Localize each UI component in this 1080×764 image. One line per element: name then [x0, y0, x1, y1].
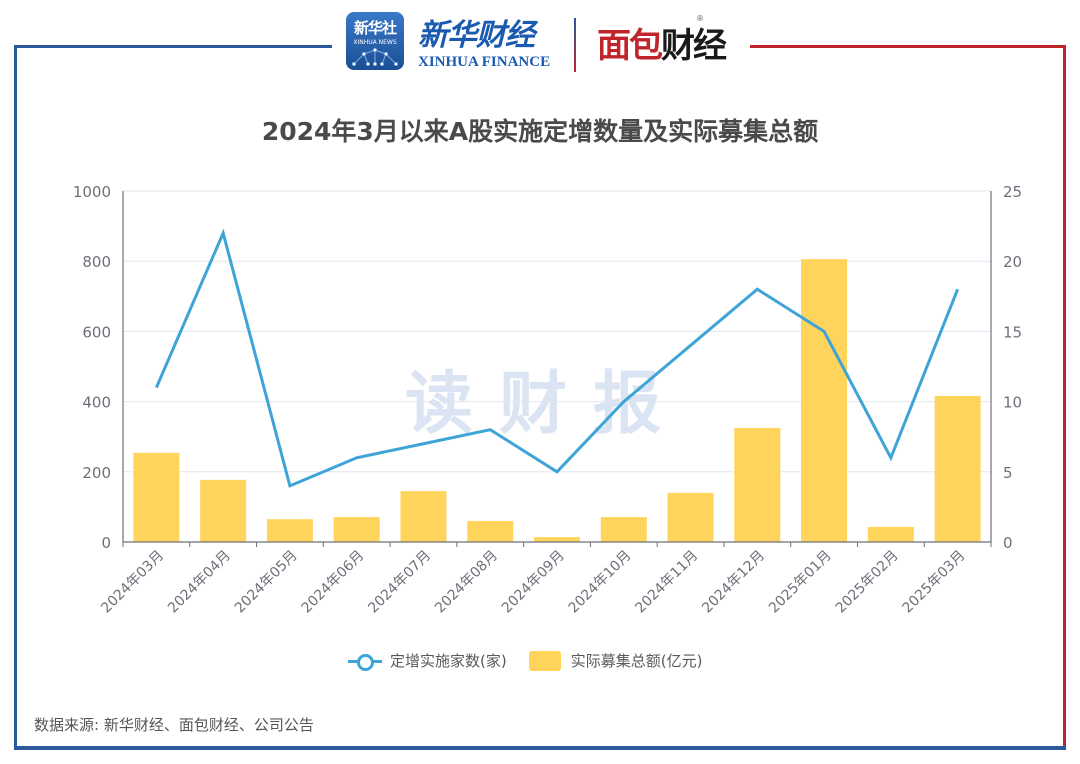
mianbao-finance-logo: 面包财经: [597, 26, 727, 66]
x-axis-tick: 2024年12月: [699, 548, 768, 617]
left-axis-tick: 0: [101, 534, 111, 552]
x-axis-tick: 2024年04月: [165, 548, 234, 617]
frame-top-left: [14, 45, 332, 48]
frame-left: [14, 45, 17, 750]
bar[interactable]: [801, 259, 848, 542]
right-axis-tick: 0: [1003, 534, 1013, 552]
bar[interactable]: [867, 526, 914, 542]
bar[interactable]: [400, 491, 447, 542]
bar[interactable]: [333, 517, 380, 542]
left-axis-tick: 200: [82, 464, 111, 482]
logo-divider: [574, 18, 576, 72]
watermark: 读财报: [405, 365, 688, 444]
frame-top-right: [750, 45, 1066, 48]
legend: 定增实施家数(家) 实际募集总额(亿元): [348, 650, 724, 671]
left-axis-tick: 400: [82, 394, 111, 412]
legend-label-bar: 实际募集总额(亿元): [570, 652, 703, 670]
left-axis-tick: 600: [82, 323, 111, 341]
x-axis-tick: 2025年02月: [833, 548, 902, 617]
x-axis-labels: 2024年03月2024年04月2024年05月2024年06月2024年07月…: [98, 548, 968, 617]
left-axis-tick: 800: [82, 253, 111, 271]
x-axis-tick: 2024年08月: [432, 548, 501, 617]
bar[interactable]: [133, 452, 180, 542]
bar[interactable]: [200, 479, 247, 542]
bar-swatch-icon: [528, 650, 561, 671]
bar[interactable]: [734, 427, 781, 542]
right-axis-tick: 15: [1003, 323, 1022, 341]
x-axis-tick: 2024年10月: [566, 548, 635, 617]
registered-mark: ®: [696, 14, 704, 23]
xinhua-news-logo: 新华社 XINHUA NEWS: [346, 12, 404, 70]
xinhua-finance-logo-en: XINHUA FINANCE: [418, 54, 551, 70]
legend-item-line[interactable]: 定增实施家数(家): [348, 650, 507, 671]
bar[interactable]: [534, 537, 580, 542]
left-axis-tick: 1000: [73, 183, 111, 201]
right-axis-tick: 25: [1003, 183, 1022, 201]
line-series: [155, 228, 960, 488]
x-axis-tick: 2024年05月: [232, 548, 301, 617]
bar[interactable]: [600, 517, 647, 542]
axes: [122, 191, 992, 547]
right-axis-tick: 10: [1003, 394, 1022, 412]
line-path[interactable]: [155, 228, 960, 488]
chart-title: 2024年3月以来A股实施定增数量及实际募集总额: [261, 117, 819, 146]
right-axis-labels: 0 5 10 15 20 25: [1003, 183, 1022, 552]
bar[interactable]: [266, 519, 313, 542]
gridlines: [123, 190, 991, 473]
left-axis-labels: 0 200 400 600 800 1000: [73, 183, 111, 552]
right-axis-tick: 20: [1003, 253, 1022, 271]
frame-bottom: [14, 746, 1066, 750]
x-axis-tick: 2024年11月: [632, 548, 701, 617]
xinhua-badge-en: XINHUA NEWS: [353, 39, 397, 46]
bar[interactable]: [667, 492, 714, 542]
x-axis-tick: 2024年09月: [499, 548, 568, 617]
legend-label-line: 定增实施家数(家): [390, 652, 507, 670]
data-source: 数据来源: 新华财经、面包财经、公司公告: [34, 716, 314, 734]
right-axis-tick: 5: [1003, 464, 1013, 482]
x-axis-tick: 2024年07月: [365, 548, 434, 617]
frame-right: [1063, 45, 1066, 750]
bar-series: [133, 259, 981, 542]
x-axis-tick: 2025年01月: [766, 548, 835, 617]
bar[interactable]: [934, 395, 981, 542]
legend-item-bar[interactable]: 实际募集总额(亿元): [528, 650, 703, 671]
xinhua-badge-cn: 新华社: [353, 19, 397, 37]
x-axis-tick: 2025年03月: [900, 548, 969, 617]
xinhua-finance-logo-cn: 新华财经: [418, 18, 535, 53]
line-marker-icon: [348, 651, 382, 671]
bar[interactable]: [467, 520, 514, 542]
x-axis-tick: 2024年06月: [299, 548, 368, 617]
x-axis-tick: 2024年03月: [98, 548, 167, 617]
network-icon: [352, 48, 398, 66]
